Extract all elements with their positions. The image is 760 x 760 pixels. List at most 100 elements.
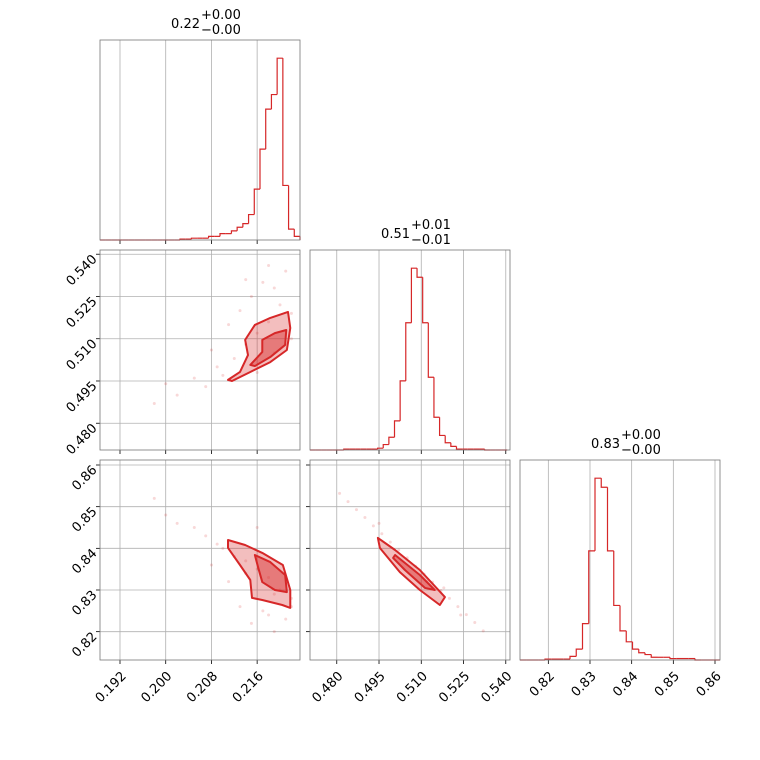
contour (392, 554, 436, 591)
title-upper: +0.00 (201, 8, 241, 23)
histogram-step (594, 477, 602, 551)
x-tick-label: 0.510 (394, 669, 431, 706)
x-tick-label: 0.84 (610, 669, 641, 700)
sample-point (215, 365, 219, 369)
histogram-step (265, 108, 272, 150)
sample-point (267, 576, 271, 579)
histogram-step (382, 443, 389, 449)
y-tick-label: 0.510 (64, 337, 101, 374)
sample-point (447, 596, 451, 600)
x-tick-label: 0.192 (93, 669, 130, 706)
histogram-step (606, 487, 614, 552)
y-tick-label: 0.82 (69, 630, 100, 661)
sample-point (284, 617, 288, 621)
sample-point (397, 548, 401, 552)
sample-point (221, 546, 225, 550)
histogram-step (631, 641, 639, 650)
histogram-step (588, 550, 595, 624)
panel-frame (99, 39, 301, 241)
histogram-step (276, 57, 283, 95)
histogram-step (569, 655, 577, 660)
y-tick-label: 0.540 (64, 252, 101, 289)
histogram-step (230, 230, 238, 234)
histogram-step (270, 93, 278, 110)
histogram-step (455, 446, 463, 450)
x-tick-label: 0.83 (569, 669, 600, 700)
sample-point (244, 278, 248, 282)
sample-point (278, 303, 282, 307)
sample-point (289, 337, 293, 341)
contour (253, 554, 288, 594)
histogram-step (399, 380, 406, 421)
panel-frame (99, 249, 301, 451)
sample-point (388, 540, 392, 544)
histogram-step (669, 657, 677, 660)
histogram-step (190, 237, 198, 240)
contour (249, 329, 288, 368)
sample-point (459, 613, 463, 617)
x-tick-label: 0.85 (652, 669, 683, 700)
title-upper: +0.01 (411, 218, 451, 233)
sample-point (377, 521, 381, 525)
histogram-step (575, 648, 583, 657)
sample-point (267, 263, 271, 267)
histogram-step (619, 605, 627, 632)
histogram-step (638, 649, 645, 654)
histogram-step (433, 377, 440, 418)
sample-point (204, 534, 208, 538)
histogram-step (600, 478, 608, 488)
x-tick-label: 0.208 (184, 669, 221, 706)
sample-point (209, 348, 213, 352)
sample-point (152, 402, 156, 406)
sample-point (338, 491, 342, 495)
histogram-step (259, 148, 266, 190)
x-tick-label: 0.200 (138, 669, 175, 706)
sample-point (380, 532, 384, 536)
panel-title: 0.22 (171, 17, 200, 32)
histogram-step (393, 420, 401, 438)
sample-point (267, 320, 271, 324)
sample-point (442, 586, 446, 590)
sample-point (249, 621, 253, 625)
y-tick-label: 0.85 (69, 505, 100, 536)
title-lower: −0.00 (621, 443, 661, 458)
histogram-step (236, 226, 243, 231)
y-tick-label: 0.525 (64, 294, 101, 331)
sample-point (272, 592, 276, 596)
panel-frame (519, 459, 721, 661)
sample-point (152, 496, 156, 500)
y-tick-label: 0.86 (69, 463, 100, 494)
histogram-step (287, 185, 295, 230)
sample-point (227, 323, 231, 327)
sample-point (255, 526, 259, 529)
histogram-step (644, 652, 652, 656)
sample-point (238, 605, 242, 609)
sample-point (371, 524, 375, 528)
sample-point (175, 521, 179, 525)
y-tick-label: 0.495 (64, 379, 101, 416)
panel-title: 0.83 (591, 437, 620, 452)
sample-point (255, 331, 259, 335)
histogram-step (625, 630, 633, 643)
sample-point (272, 630, 276, 634)
x-tick-label: 0.216 (230, 669, 267, 706)
histogram-step (416, 268, 423, 278)
sample-point (267, 613, 271, 617)
y-tick-label: 0.83 (69, 588, 100, 619)
histogram-step (293, 229, 300, 237)
title-lower: −0.01 (411, 233, 451, 248)
y-tick-label: 0.84 (69, 546, 100, 577)
histogram-step (282, 58, 289, 187)
histogram-step (377, 447, 384, 450)
sample-point (221, 373, 225, 377)
panel-frame (309, 249, 511, 451)
histogram-step (613, 550, 620, 607)
histogram-step (405, 322, 412, 381)
histogram-step (253, 188, 260, 215)
sample-point (261, 609, 265, 613)
histogram-step (422, 277, 429, 324)
sample-point (175, 393, 179, 397)
histogram-step (650, 654, 658, 658)
